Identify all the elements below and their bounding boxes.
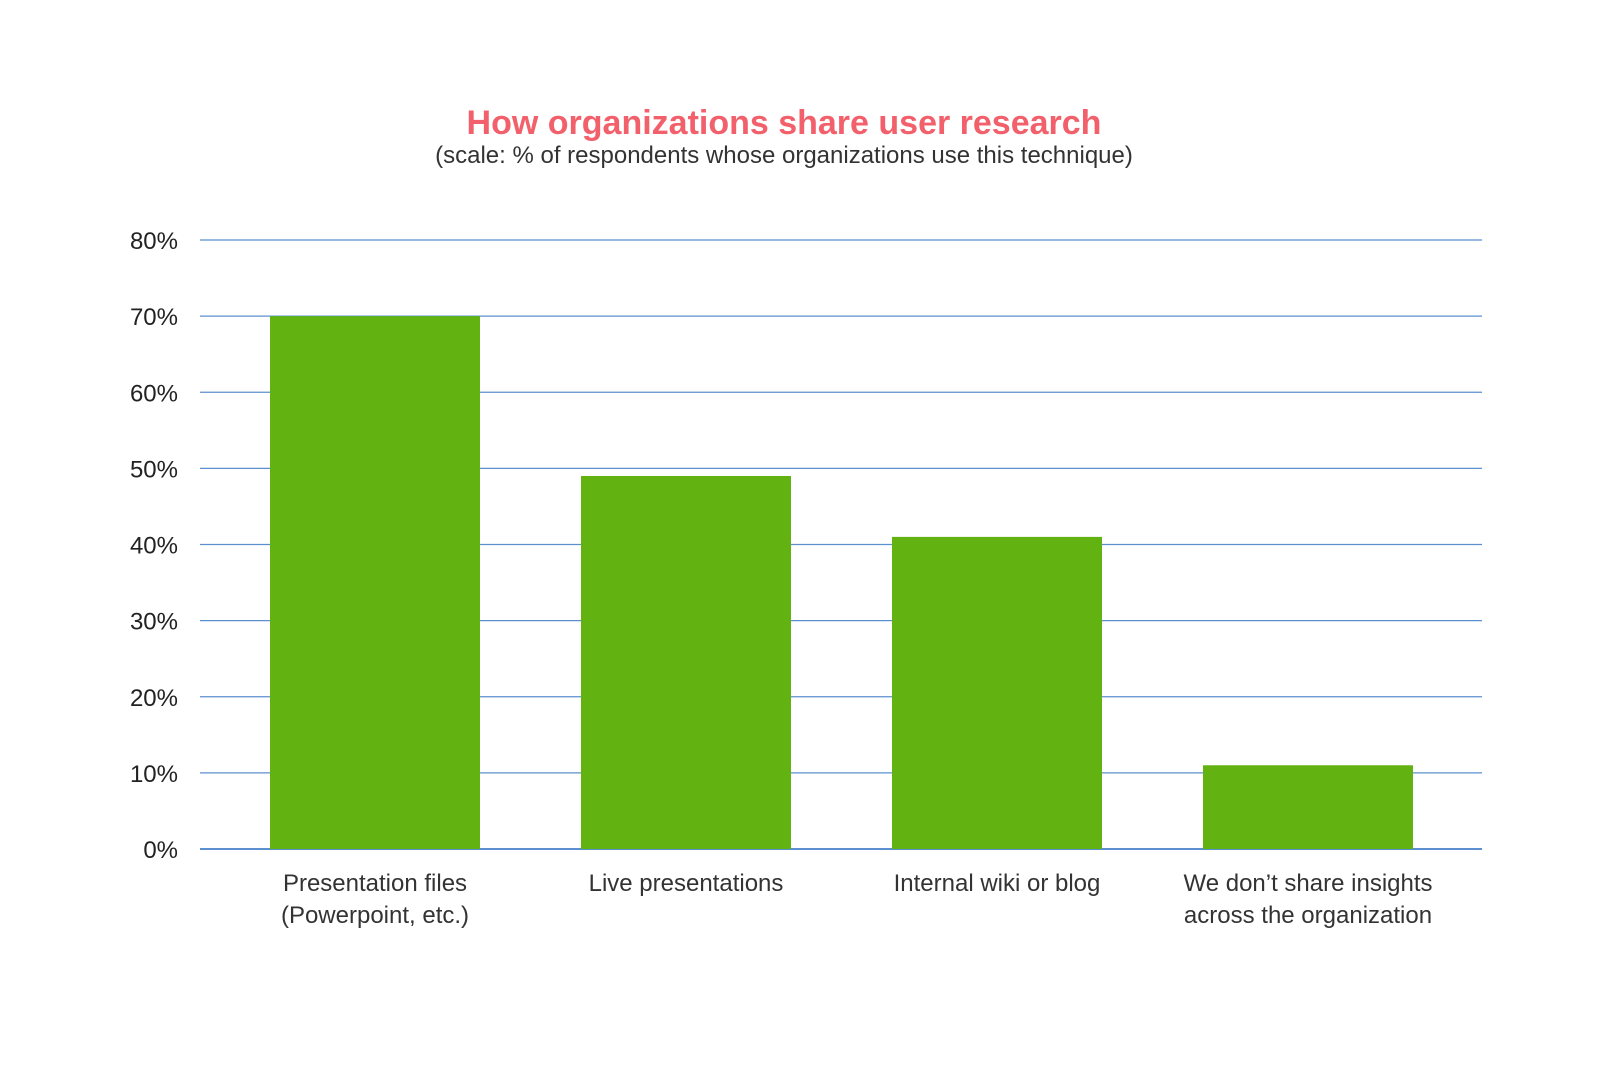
- x-axis-labels: Presentation files (Powerpoint, etc.) Live…: [281, 870, 1433, 929]
- bar-3: [892, 536, 1102, 849]
- x-category-label: Presentation files: [283, 870, 467, 897]
- y-tick-label: 40%: [130, 533, 178, 560]
- x-category-label: Internal wiki or blog: [894, 870, 1101, 897]
- y-tick-label: 80%: [130, 228, 178, 255]
- chart-title: How organizations share user research: [467, 104, 1102, 142]
- chart-subtitle: (scale: % of respondents whose organizat…: [435, 142, 1133, 169]
- x-category-label: Live presentations: [589, 870, 784, 897]
- bars: [270, 316, 1413, 849]
- x-category-label: across the organization: [1184, 902, 1432, 929]
- y-tick-label: 0%: [143, 837, 178, 864]
- y-tick-label: 70%: [130, 304, 178, 331]
- x-category-label: We don’t share insights: [1183, 870, 1432, 897]
- y-tick-label: 30%: [130, 609, 178, 636]
- y-tick-label: 20%: [130, 685, 178, 712]
- y-axis-ticks: 0% 10% 20% 30% 40% 50% 60% 70% 80%: [130, 228, 178, 864]
- bar-1: [270, 316, 480, 849]
- bar-4: [1203, 765, 1413, 849]
- x-category-label: (Powerpoint, etc.): [281, 902, 469, 929]
- y-tick-label: 50%: [130, 456, 178, 483]
- bar-2: [581, 475, 791, 849]
- y-tick-label: 60%: [130, 380, 178, 407]
- y-tick-label: 10%: [130, 761, 178, 788]
